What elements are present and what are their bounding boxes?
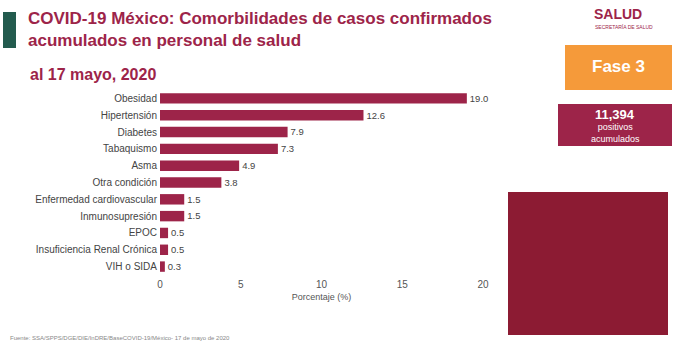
svg-text:3.8: 3.8 — [224, 177, 237, 188]
svg-text:Enfermedad cardiovascular: Enfermedad cardiovascular — [35, 194, 157, 205]
svg-text:1.5: 1.5 — [187, 194, 200, 205]
svg-text:10: 10 — [316, 279, 328, 290]
svg-text:1.5: 1.5 — [187, 210, 200, 221]
svg-text:Asma: Asma — [131, 160, 157, 171]
svg-text:positivosacumulados: positivosacumulados — [591, 122, 640, 144]
svg-text:Diabetes: Diabetes — [118, 127, 157, 138]
svg-text:Fuente: SSA/SPPS/DGE/DIE/InDRE: Fuente: SSA/SPPS/DGE/DIE/InDRE/BaseCOVID… — [10, 335, 230, 341]
svg-text:20: 20 — [477, 279, 489, 290]
svg-text:VIH o SIDA: VIH o SIDA — [106, 261, 157, 272]
svg-text:11,394: 11,394 — [595, 107, 635, 122]
svg-text:Inmunosupresión: Inmunosupresión — [80, 211, 157, 222]
svg-text:19.0: 19.0 — [470, 93, 488, 104]
svg-text:5: 5 — [238, 279, 244, 290]
svg-text:0.3: 0.3 — [168, 261, 181, 272]
svg-text:Porcentaje (%): Porcentaje (%) — [292, 292, 352, 302]
svg-text:7.9: 7.9 — [291, 126, 304, 137]
svg-text:4.9: 4.9 — [242, 160, 255, 171]
svg-text:0.5: 0.5 — [171, 244, 184, 255]
svg-text:Tabaquismo: Tabaquismo — [103, 143, 157, 154]
svg-text:0: 0 — [157, 279, 163, 290]
svg-text:EPOC: EPOC — [129, 227, 157, 238]
svg-text:COVID-19 México: Comorbilidade: COVID-19 México: Comorbilidades de casos… — [28, 9, 492, 50]
svg-text:SALUD: SALUD — [594, 6, 642, 22]
svg-text:7.3: 7.3 — [281, 143, 294, 154]
svg-text:SECRETARÍA DE SALUD: SECRETARÍA DE SALUD — [595, 24, 653, 30]
svg-text:Fase 3: Fase 3 — [592, 57, 645, 76]
svg-text:0.5: 0.5 — [171, 227, 184, 238]
svg-text:12.6: 12.6 — [367, 110, 385, 121]
svg-text:Obesidad: Obesidad — [114, 93, 157, 104]
svg-text:Insuficiencia Renal Crónica: Insuficiencia Renal Crónica — [36, 244, 158, 255]
svg-text:al 17 mayo, 2020: al 17 mayo, 2020 — [30, 66, 156, 83]
svg-text:Otra condición: Otra condición — [93, 177, 157, 188]
svg-text:Hipertensión: Hipertensión — [101, 110, 157, 121]
svg-text:15: 15 — [397, 279, 409, 290]
